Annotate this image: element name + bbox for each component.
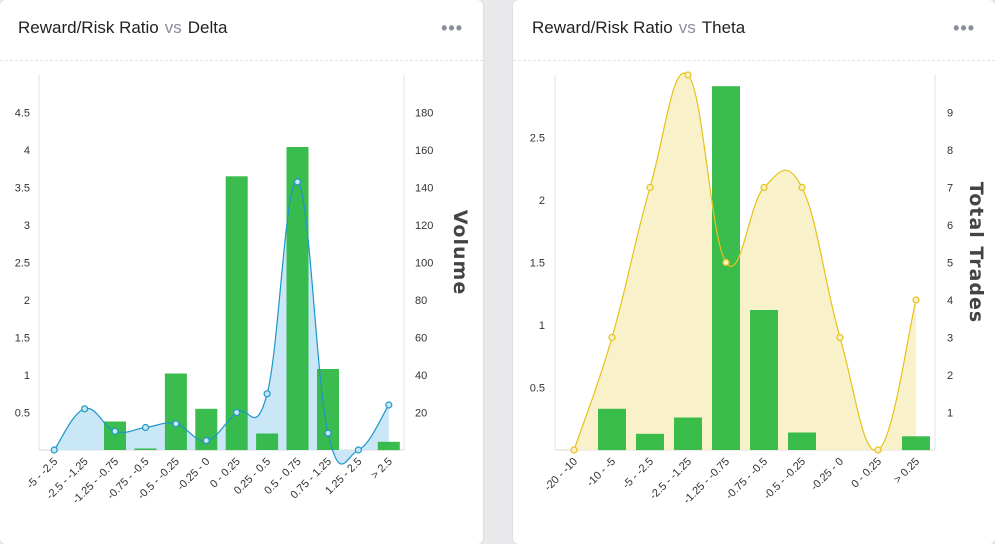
y-tick-left: 2.5 (530, 133, 545, 145)
title-metric: Reward/Risk Ratio (18, 18, 159, 37)
title-dimension: Theta (701, 18, 746, 37)
y-tick-right: 120 (415, 220, 433, 232)
x-tick-label: > 0.25 (892, 456, 922, 486)
area-point (684, 71, 692, 79)
x-tick-label: -20 - -10 (542, 456, 580, 494)
y-tick-right: 7 (947, 183, 953, 195)
more-options-icon[interactable]: ••• (953, 18, 975, 38)
title-metric: Reward/Risk Ratio (532, 18, 673, 37)
y-tick-right: 3 (947, 333, 953, 345)
y-tick-left: 1 (24, 370, 30, 382)
y-tick-left: 0.5 (530, 383, 545, 395)
y-axis-title-right: Total Trades (965, 182, 987, 323)
y-tick-right: 5 (947, 258, 953, 270)
area-point (202, 437, 210, 445)
bar (674, 417, 702, 450)
y-tick-left: 1.5 (530, 258, 545, 270)
y-tick-left: 2 (539, 195, 545, 207)
chart-delta: 0.5 1 1.5 2 2.5 3 3.5 4 4.5 20 40 60 80 100 120 140 160 1… (15, 75, 471, 506)
y-tick-left: 3.5 (15, 183, 30, 195)
y-tick-right: 2 (947, 370, 953, 382)
area-point (233, 408, 241, 417)
more-options-icon[interactable]: ••• (441, 18, 463, 38)
bar (225, 176, 248, 451)
area-point (912, 296, 920, 304)
y-tick-left: 2 (24, 295, 30, 307)
bar (164, 373, 187, 450)
area-point (760, 183, 768, 192)
area-point (836, 333, 844, 342)
y-tick-right: 8 (947, 145, 953, 157)
area-point (874, 446, 882, 454)
bar (712, 86, 740, 450)
x-tick-label: 0 - 0.25 (849, 456, 884, 491)
y-tick-right: 80 (415, 295, 427, 307)
y-tick-right: 160 (415, 145, 433, 157)
y-tick-right: 60 (415, 333, 427, 345)
y-tick-right: 9 (947, 108, 953, 120)
panel-header: Reward/Risk Ratio vs Theta ••• (513, 0, 995, 61)
y-tick-left: 1 (539, 320, 545, 332)
y-tick-right: 180 (415, 108, 433, 120)
area-point (141, 423, 150, 432)
bar (286, 147, 309, 450)
area-line (573, 72, 917, 451)
y-tick-right: 4 (947, 295, 953, 307)
bar (788, 432, 816, 450)
y-tick-right: 1 (947, 408, 953, 420)
y-tick-left: 1.5 (15, 333, 30, 345)
area-fill (574, 73, 916, 451)
title-dimension: Delta (187, 18, 228, 37)
area-point (263, 390, 271, 398)
area-point (722, 258, 730, 267)
chart-panel-delta: Reward/Risk Ratio vs Delta ••• 0.5 1 1.5 2 2.5… (0, 0, 483, 544)
y-tick-left: 2.5 (15, 258, 30, 270)
y-tick-left: 4.5 (15, 108, 30, 120)
x-tick-label: > 2.5 (369, 456, 395, 482)
y-tick-right: 20 (415, 408, 427, 420)
y-tick-left: 0.5 (15, 408, 30, 420)
y-tick-left: 4 (24, 145, 30, 157)
area-point (80, 405, 89, 413)
bar (902, 436, 930, 451)
x-tick-label: -10 - -5 (585, 456, 619, 490)
area-point (385, 401, 393, 409)
bar (134, 448, 157, 450)
y-tick-right: 100 (415, 258, 433, 270)
area-point (570, 446, 578, 454)
y-tick-right: 6 (947, 220, 953, 232)
bar (598, 408, 626, 451)
x-tick-label: -5 - -2.5 (620, 456, 656, 492)
area-point (646, 183, 654, 192)
chart-panel-theta: Reward/Risk Ratio vs Theta ••• 0.5 1 1.5 2 2.5… (513, 0, 995, 544)
x-tick-label: -0.25 - 0 (809, 456, 846, 493)
area-point (50, 446, 58, 454)
area-point (324, 429, 332, 437)
bar (377, 441, 400, 451)
area-point (172, 420, 180, 428)
y-tick-left: 3 (24, 220, 30, 232)
title-vs: vs (678, 18, 696, 37)
bar (636, 433, 664, 451)
bar (750, 310, 778, 450)
y-axis-title-right: Volume (449, 210, 471, 295)
x-tick-label: -0.25 - 0 (175, 456, 212, 493)
bar (317, 369, 339, 450)
area-point (608, 333, 616, 342)
area-point (798, 183, 806, 192)
area-point (354, 446, 362, 454)
area-point (293, 178, 302, 186)
panel-title: Reward/Risk Ratio vs Delta (18, 18, 227, 38)
panel-title: Reward/Risk Ratio vs Theta (532, 18, 745, 38)
y-tick-right: 40 (415, 370, 427, 382)
title-vs: vs (164, 18, 182, 37)
bar (256, 433, 279, 450)
area-point (111, 427, 119, 435)
chart-theta: 0.5 1 1.5 2 2.5 1 2 3 4 5 6 7 8 9 -20 - -10 -10 - -5 -5 … (530, 71, 987, 506)
panel-header: Reward/Risk Ratio vs Delta ••• (0, 0, 483, 61)
y-tick-right: 140 (415, 183, 433, 195)
